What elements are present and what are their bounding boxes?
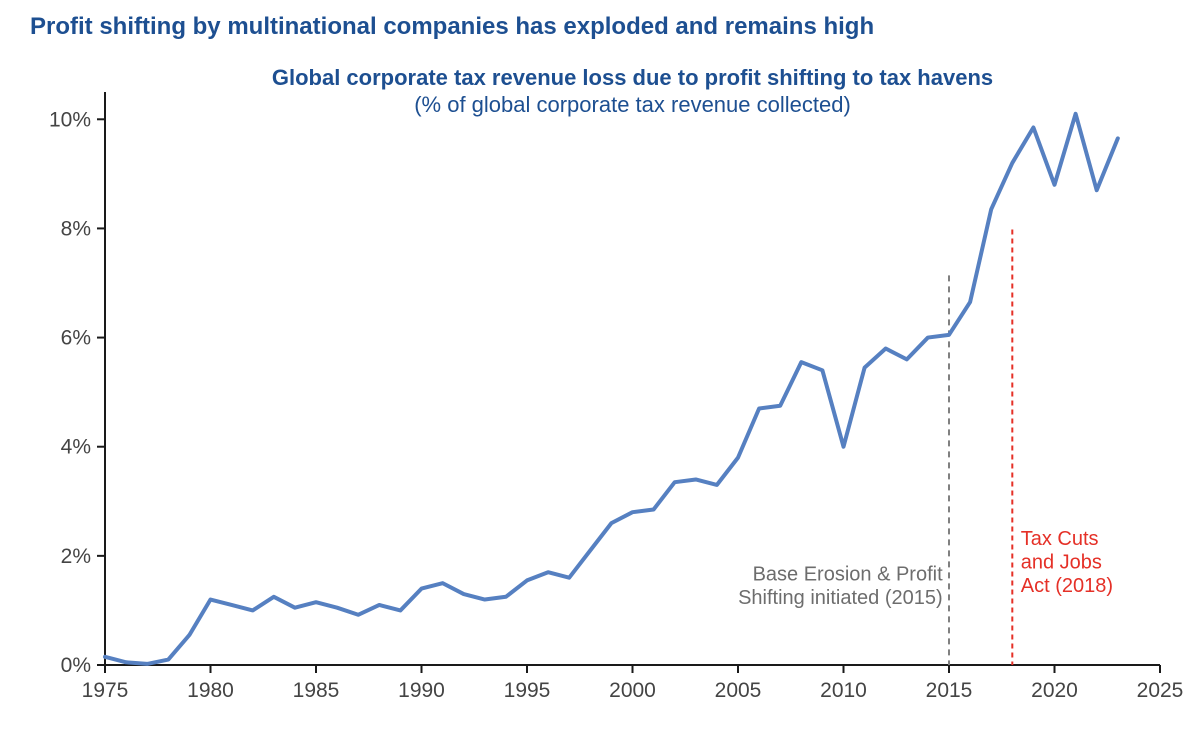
x-tick-label: 1975 xyxy=(82,679,129,702)
y-tick-label: 6% xyxy=(61,327,91,350)
x-tick-label: 1985 xyxy=(293,679,340,702)
chart-headline: Profit shifting by multinational compani… xyxy=(30,13,874,40)
y-tick-label: 0% xyxy=(61,654,91,677)
x-tick-label: 2000 xyxy=(609,679,656,702)
x-tick-label: 2025 xyxy=(1137,679,1184,702)
y-tick-label: 2% xyxy=(61,545,91,568)
chart-subtitle-line1: Global corporate tax revenue loss due to… xyxy=(272,65,993,90)
x-tick-label: 2020 xyxy=(1031,679,1078,702)
x-tick-label: 2010 xyxy=(820,679,867,702)
y-tick-label: 8% xyxy=(61,217,91,240)
y-tick-label: 4% xyxy=(61,436,91,459)
chart-subtitle-line2: (% of global corporate tax revenue colle… xyxy=(414,92,851,117)
x-tick-label: 2015 xyxy=(926,679,973,702)
x-tick-label: 1995 xyxy=(504,679,551,702)
annotation-label-beps: Base Erosion & ProfitShifting initiated … xyxy=(738,563,943,609)
x-tick-label: 1990 xyxy=(398,679,445,702)
y-tick-label: 10% xyxy=(49,108,91,131)
x-tick-label: 2005 xyxy=(715,679,762,702)
profit-shifting-chart: Profit shifting by multinational compani… xyxy=(0,0,1200,741)
x-tick-label: 1980 xyxy=(187,679,234,702)
